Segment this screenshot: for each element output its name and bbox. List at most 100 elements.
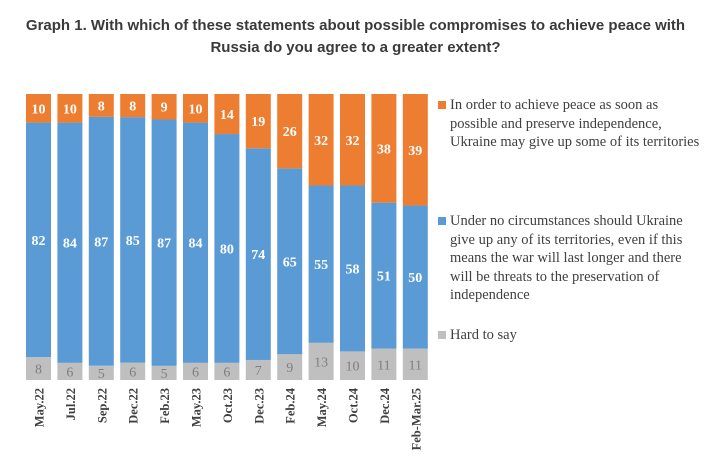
chart-title: Graph 1. With which of these statements …	[25, 17, 686, 56]
data-label: 9	[286, 361, 293, 376]
bar-segment	[245, 94, 271, 149]
legend-item-no-circumstances: Under no circumstances should Ukraine gi…	[438, 212, 706, 305]
bar-segment	[245, 148, 271, 360]
bar-segment	[277, 168, 303, 355]
data-label: 84	[189, 237, 203, 252]
legend-item-hard-to-say: Hard to say	[438, 326, 706, 345]
bar-segment	[26, 122, 51, 358]
bar-segment	[26, 94, 51, 123]
data-label: 8	[98, 99, 105, 114]
data-label: 5	[161, 367, 168, 382]
bar-segment	[183, 122, 208, 363]
data-label: 8	[129, 100, 136, 115]
legend-label: Hard to say	[450, 327, 517, 343]
legend-label: Under no circumstances should Ukraine gi…	[450, 213, 683, 303]
data-label: 39	[408, 144, 422, 159]
bar-segment	[245, 359, 271, 380]
x-tick-label: May.22	[33, 388, 47, 427]
data-label: 74	[251, 248, 265, 263]
bar-segment	[340, 94, 365, 186]
bar-segment	[120, 94, 146, 118]
data-label: 11	[409, 358, 422, 373]
x-tick-label: Oct.24	[347, 387, 361, 423]
bar-segment	[308, 342, 334, 380]
data-label: 85	[126, 234, 140, 249]
legend-swatch	[438, 217, 446, 225]
bar-segment	[371, 94, 397, 203]
legend-label: In order to achieve peace as soon as pos…	[450, 97, 700, 150]
data-label: 87	[157, 237, 171, 252]
x-tick-label: May.23	[190, 388, 204, 427]
data-label: 50	[408, 271, 422, 286]
data-label: 10	[346, 360, 360, 375]
data-label: 10	[63, 102, 77, 117]
data-label: 55	[314, 258, 328, 273]
bar-segment	[57, 362, 83, 380]
data-label: 6	[223, 365, 230, 380]
data-label: 6	[66, 365, 73, 380]
data-label: 80	[220, 242, 234, 257]
bar-segment	[120, 117, 146, 363]
bar-segment	[183, 362, 208, 380]
data-label: 32	[314, 134, 328, 149]
x-tick-label: Dec.23	[252, 388, 266, 424]
bar-segment	[151, 94, 177, 120]
data-label: 65	[283, 255, 297, 270]
bar-segment	[308, 94, 334, 186]
data-label: 7	[255, 364, 262, 379]
x-tick-label: Feb-Mar.25	[409, 388, 423, 450]
bar-segment	[277, 354, 303, 380]
data-label: 19	[251, 115, 265, 130]
data-label: 14	[220, 108, 234, 123]
bar-segment	[214, 94, 240, 135]
data-label: 87	[94, 235, 108, 250]
data-label: 13	[314, 355, 328, 370]
data-label: 5	[98, 367, 105, 382]
data-label: 8	[35, 363, 42, 378]
data-label: 9	[161, 101, 168, 116]
data-label: 84	[63, 237, 77, 252]
data-label: 32	[346, 134, 360, 149]
x-tick-label: Dec.22	[127, 388, 141, 424]
bar-segment	[88, 365, 114, 380]
x-tick-label: Feb.23	[158, 388, 172, 424]
bar-segment	[402, 94, 428, 206]
bar-segment	[371, 202, 397, 349]
bar-segment	[183, 94, 208, 123]
data-label: 38	[377, 142, 391, 157]
legend-swatch	[438, 331, 446, 339]
bar-segment	[214, 362, 240, 380]
bar-segment	[88, 116, 114, 366]
bar-segment	[402, 348, 428, 380]
bar-segment	[308, 185, 334, 343]
bar-segment	[26, 357, 51, 380]
bar-segment	[214, 134, 240, 363]
bar-segment	[340, 351, 365, 380]
x-tick-label: Dec.24	[378, 387, 392, 423]
bar-segment	[151, 365, 177, 380]
data-label: 6	[129, 365, 136, 380]
data-label: 6	[192, 365, 199, 380]
x-tick-label: Oct.23	[221, 388, 235, 423]
bar-segment	[151, 119, 177, 366]
bar-segment	[57, 122, 83, 363]
data-label: 82	[32, 234, 46, 249]
bar-segment	[340, 185, 365, 352]
bar-segment	[57, 94, 83, 123]
bar-segment	[120, 362, 146, 380]
x-tick-label: Feb.24	[284, 387, 298, 424]
bar-segment	[277, 94, 303, 169]
data-label: 10	[32, 102, 46, 117]
x-tick-label: Sep.22	[95, 388, 109, 423]
data-label: 26	[283, 125, 297, 140]
bar-segment	[402, 205, 428, 349]
data-label: 11	[377, 358, 390, 373]
x-tick-label: May.24	[315, 387, 329, 427]
bar-segment	[371, 348, 397, 380]
legend-swatch	[438, 101, 446, 109]
data-label: 51	[377, 270, 391, 285]
legend-item-give-up-territories: In order to achieve peace as soon as pos…	[438, 96, 706, 152]
bar-segment	[88, 94, 114, 117]
data-label: 10	[189, 102, 203, 117]
